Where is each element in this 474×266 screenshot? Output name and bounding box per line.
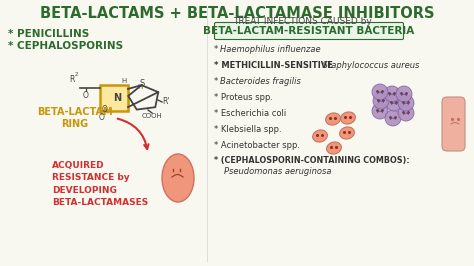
- Text: Haemophilus influenzae: Haemophilus influenzae: [220, 44, 320, 53]
- FancyBboxPatch shape: [442, 97, 465, 151]
- Text: O: O: [83, 91, 89, 100]
- Circle shape: [372, 103, 388, 119]
- Circle shape: [373, 93, 389, 109]
- Ellipse shape: [327, 142, 341, 154]
- Ellipse shape: [339, 127, 355, 139]
- Text: TREAT INFECTIONS CAUSED by: TREAT INFECTIONS CAUSED by: [233, 18, 371, 27]
- Text: O: O: [101, 105, 107, 114]
- Text: 2: 2: [74, 73, 78, 77]
- Text: * METHICILLIN-SENSITIVE: * METHICILLIN-SENSITIVE: [214, 60, 333, 69]
- Text: * PENICILLINS: * PENICILLINS: [8, 29, 89, 39]
- Text: BETA-LACTAM-RESISTANT BACTERIA: BETA-LACTAM-RESISTANT BACTERIA: [203, 26, 415, 36]
- Text: H: H: [137, 84, 143, 90]
- Text: R': R': [162, 98, 170, 106]
- Circle shape: [386, 95, 402, 111]
- Text: * CEPHALOSPORINS: * CEPHALOSPORINS: [8, 41, 123, 51]
- Ellipse shape: [326, 113, 340, 125]
- Text: R: R: [69, 74, 75, 84]
- Text: Pseudomonas aeruginosa: Pseudomonas aeruginosa: [224, 168, 331, 177]
- Circle shape: [398, 105, 414, 121]
- Text: N: N: [113, 93, 121, 103]
- Text: *: *: [214, 44, 221, 53]
- Text: H: H: [121, 78, 127, 84]
- FancyArrowPatch shape: [118, 119, 148, 149]
- Circle shape: [372, 84, 388, 100]
- Ellipse shape: [341, 112, 356, 124]
- Text: COOH: COOH: [142, 113, 163, 119]
- FancyBboxPatch shape: [215, 23, 403, 39]
- Text: Bacteroides fragilis: Bacteroides fragilis: [220, 77, 301, 85]
- Text: *: *: [214, 77, 221, 85]
- Ellipse shape: [312, 130, 328, 142]
- Text: * Acinetobacter spp.: * Acinetobacter spp.: [214, 140, 300, 149]
- Circle shape: [396, 86, 412, 102]
- Text: * Klebsiella spp.: * Klebsiella spp.: [214, 124, 282, 134]
- Circle shape: [398, 95, 414, 111]
- Text: * Proteus spp.: * Proteus spp.: [214, 93, 273, 102]
- Text: O: O: [99, 113, 105, 122]
- Circle shape: [385, 110, 401, 126]
- Circle shape: [384, 86, 400, 102]
- FancyBboxPatch shape: [100, 85, 128, 111]
- Text: BETA-LACTAMS + BETA-LACTAMASE INHIBITORS: BETA-LACTAMS + BETA-LACTAMASE INHIBITORS: [40, 6, 434, 22]
- Text: Staphylococcus aureus: Staphylococcus aureus: [320, 60, 419, 69]
- Text: ACQUIRED
RESISTANCE by
DEVELOPING
BETA-LACTAMASES: ACQUIRED RESISTANCE by DEVELOPING BETA-L…: [52, 161, 148, 207]
- Text: * Escherichia coli: * Escherichia coli: [214, 109, 286, 118]
- Ellipse shape: [162, 154, 194, 202]
- Text: S: S: [139, 78, 145, 88]
- Text: BETA-LACTAM
RING: BETA-LACTAM RING: [37, 107, 113, 129]
- Text: * (CEPHALOSPORIN-CONTAINING COMBOS):: * (CEPHALOSPORIN-CONTAINING COMBOS):: [214, 156, 410, 165]
